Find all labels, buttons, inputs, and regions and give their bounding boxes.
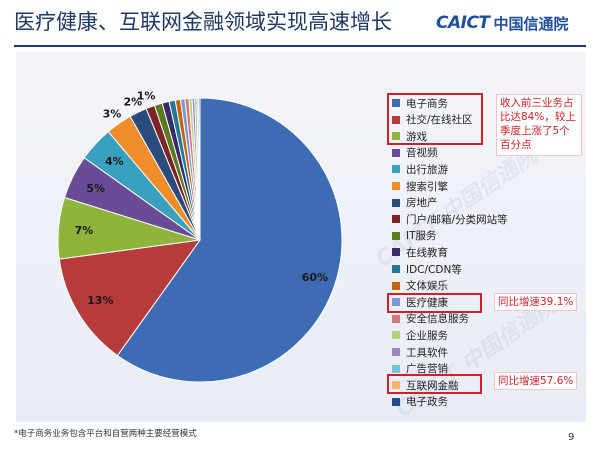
logo-mark: CAICT xyxy=(436,13,490,33)
legend-label-10: IDC/CDN等 xyxy=(406,263,462,276)
highlight-finance-box xyxy=(387,374,482,394)
legend-swatch-14 xyxy=(392,331,400,340)
footnote: *电子商务业务包含平台和自营两种主要经营模式 xyxy=(14,429,197,439)
legend-item-3: 音视频 xyxy=(392,146,438,160)
legend-swatch-7 xyxy=(392,215,400,224)
data-label-2: 7% xyxy=(75,224,94,237)
legend-label-18: 电子政务 xyxy=(406,396,448,409)
legend-swatch-10 xyxy=(392,265,400,273)
legend-swatch-1 xyxy=(392,115,400,124)
legend-item-4: 出行旅游 xyxy=(392,162,448,176)
legend-item-16: 广告营销 xyxy=(392,362,448,376)
legend-item-10: IDC/CDN等 xyxy=(392,262,462,276)
legend-label-5: 搜索引擎 xyxy=(406,180,448,193)
highlight-health-box xyxy=(387,293,482,313)
legend-item-5: 搜索引擎 xyxy=(392,179,448,193)
legend-label-2: 游戏 xyxy=(406,130,427,143)
legend-item-12: 医疗健康 xyxy=(392,295,448,309)
legend-swatch-17 xyxy=(392,381,400,390)
data-label-6: 2% xyxy=(123,95,142,108)
legend-item-2: 游戏 xyxy=(392,129,427,143)
legend-item-18: 电子政务 xyxy=(392,395,448,409)
legend-item-17: 互联网金融 xyxy=(392,378,459,392)
slide-title: 医疗健康、互联网金融领域实现高速增长 xyxy=(14,10,392,34)
legend-swatch-11 xyxy=(392,281,400,290)
legend-swatch-5 xyxy=(392,182,400,190)
legend-swatch-13 xyxy=(392,314,400,323)
legend-label-17: 互联网金融 xyxy=(406,379,459,392)
legend-swatch-9 xyxy=(392,248,400,257)
legend-swatch-8 xyxy=(392,231,400,240)
legend-label-15: 工具软件 xyxy=(406,346,448,359)
legend-item-6: 房地产 xyxy=(392,196,438,210)
caict-logo: CAICT 中国信通院 xyxy=(436,10,569,36)
legend-label-3: 音视频 xyxy=(406,147,438,160)
legend-label-0: 电子商务 xyxy=(406,97,448,110)
pie-chart: 60% 13% 7% 5% 4% 3%2%1% xyxy=(57,90,343,383)
legend-swatch-16 xyxy=(392,364,400,373)
data-label-0: 60% xyxy=(302,271,328,284)
legend-item-14: 企业服务 xyxy=(392,328,448,342)
legend-item-8: IT服务 xyxy=(392,229,437,243)
legend-item-15: 工具软件 xyxy=(392,345,448,359)
data-label-4: 4% xyxy=(105,155,124,168)
legend-item-0: 电子商务 xyxy=(392,96,448,110)
legend-label-13: 安全信息服务 xyxy=(406,313,469,326)
health-annotation: 同比增速39.1% xyxy=(494,293,578,311)
legend-label-6: 房地产 xyxy=(406,197,438,210)
logo-text: 中国信通院 xyxy=(493,14,569,33)
legend-label-7: 门户/邮箱/分类网站等 xyxy=(406,213,508,226)
legend-swatch-2 xyxy=(392,132,400,141)
title-divider xyxy=(14,45,586,47)
legend-label-11: 文体娱乐 xyxy=(406,280,448,293)
legend-item-9: 在线教育 xyxy=(392,245,448,259)
data-label-3: 5% xyxy=(86,182,105,195)
legend-label-14: 企业服务 xyxy=(406,329,448,342)
legend-item-11: 文体娱乐 xyxy=(392,279,448,293)
page-number: 9 xyxy=(568,432,575,443)
legend-swatch-15 xyxy=(392,348,400,356)
legend-item-1: 社交/在线社区 xyxy=(392,113,473,127)
legend-item-13: 安全信息服务 xyxy=(392,312,469,326)
highlight-top3-box xyxy=(387,93,483,145)
legend-label-9: 在线教育 xyxy=(406,246,448,259)
top3-annotation: 收入前三业务占比达84%，较上季度上涨了5个百分点 xyxy=(496,94,582,156)
finance-annotation: 同比增速57.6% xyxy=(494,372,578,390)
pie-slice-1 xyxy=(58,239,202,357)
legend-label-1: 社交/在线社区 xyxy=(406,114,473,127)
legend-label-4: 出行旅游 xyxy=(406,163,448,176)
legend-swatch-6 xyxy=(392,198,400,207)
legend-swatch-4 xyxy=(392,165,400,174)
legend-swatch-18 xyxy=(392,397,400,406)
data-label-1: 13% xyxy=(87,294,113,307)
legend-swatch-3 xyxy=(392,148,400,157)
legend-swatch-0 xyxy=(392,99,400,107)
data-label-5: 3% xyxy=(103,108,122,121)
legend-item-7: 门户/邮箱/分类网站等 xyxy=(392,212,508,226)
legend-label-8: IT服务 xyxy=(406,230,437,243)
pie-slice-0 xyxy=(116,97,343,383)
legend-label-12: 医疗健康 xyxy=(406,296,448,309)
legend-label-16: 广告营销 xyxy=(406,363,448,376)
pie-slice-18 xyxy=(198,97,201,241)
legend-swatch-12 xyxy=(392,298,400,307)
data-label-7: 1% xyxy=(137,90,156,103)
